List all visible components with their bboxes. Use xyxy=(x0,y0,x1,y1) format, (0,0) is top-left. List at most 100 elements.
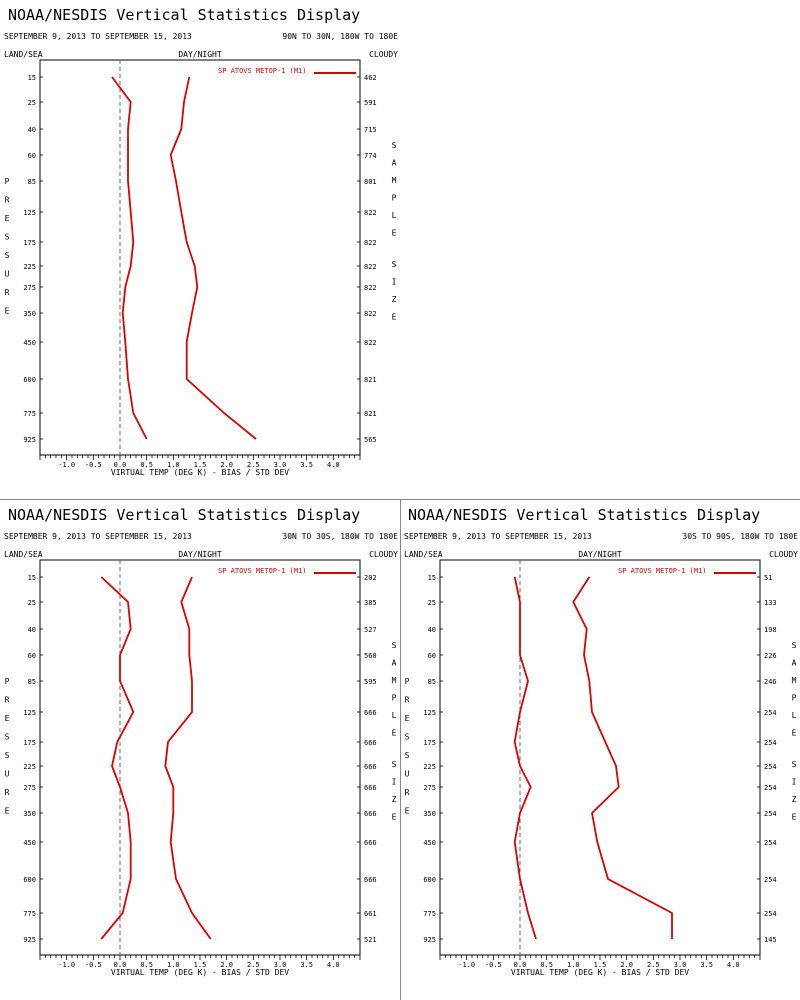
pressure-level-label: 175 xyxy=(423,739,436,747)
panel-30s-90s: NOAA/NESDIS Vertical Statistics Display S… xyxy=(400,500,800,1000)
sample-size-label: 145 xyxy=(764,936,777,944)
sample-size-label: 666 xyxy=(364,709,377,717)
pressure-level-label: 125 xyxy=(23,209,36,217)
pressure-level-label: 450 xyxy=(423,839,436,847)
sample-size-label: 666 xyxy=(364,839,377,847)
pressure-level-label: 25 xyxy=(28,599,36,607)
pressure-level-label: 350 xyxy=(23,310,36,318)
x-tick-label: 0.5 xyxy=(140,461,153,469)
pressure-level-label: 600 xyxy=(423,876,436,884)
pressure-level-label: 225 xyxy=(423,763,436,771)
pressure-axis-letter: S xyxy=(405,733,410,742)
sample-size-axis-letter: M xyxy=(392,176,397,185)
sample-size-label: 774 xyxy=(364,152,377,160)
x-tick-label: 3.5 xyxy=(700,961,713,969)
x-tick-label: 0.0 xyxy=(514,961,527,969)
pressure-level-label: 275 xyxy=(423,784,436,792)
sample-size-label: 527 xyxy=(364,626,377,634)
std-dev-line xyxy=(572,576,673,939)
pressure-level-label: 600 xyxy=(23,376,36,384)
sample-size-axis-letter: Z xyxy=(792,795,797,804)
sample-size-axis-letter: L xyxy=(792,711,797,720)
std-dev-line xyxy=(164,576,212,940)
day-night-label: DAY/NIGHT xyxy=(178,550,222,559)
sample-size-label: 822 xyxy=(364,239,377,247)
pressure-level-label: 40 xyxy=(28,626,36,634)
legend-label: SP ATOVS METOP-1 (M1) xyxy=(618,567,707,575)
pressure-level-label: 925 xyxy=(23,436,36,444)
std-dev-line xyxy=(169,76,257,440)
chart-title: NOAA/NESDIS Vertical Statistics Display xyxy=(408,506,760,524)
cloudy-label: CLOUDY xyxy=(369,550,398,559)
sample-size-label: 51 xyxy=(764,574,772,582)
pressure-level-label: 175 xyxy=(23,239,36,247)
pressure-axis-letter: U xyxy=(5,270,10,279)
bias-line xyxy=(513,576,537,940)
pressure-level-label: 775 xyxy=(23,410,36,418)
x-tick-label: -0.5 xyxy=(85,961,102,969)
region-label: 30S TO 90S, 180W TO 180E xyxy=(682,532,798,541)
sample-size-label: 385 xyxy=(364,599,377,607)
x-tick-label: 1.5 xyxy=(594,961,607,969)
x-tick-label: 0.0 xyxy=(114,461,127,469)
bias-line xyxy=(111,76,148,440)
sample-size-label: 821 xyxy=(364,410,377,418)
sample-size-axis-letter: S xyxy=(792,641,797,650)
sample-size-axis-letter: S xyxy=(392,641,397,650)
x-axis-label: VIRTUAL TEMP (DEG K) - BIAS / STD DEV xyxy=(111,468,289,477)
sample-size-axis-letter: I xyxy=(392,278,397,287)
day-night-label: DAY/NIGHT xyxy=(178,50,222,59)
sample-size-axis-letter: E xyxy=(792,729,797,738)
plot-frame xyxy=(439,559,761,956)
legend-label: SP ATOVS METOP-1 (M1) xyxy=(218,567,307,575)
panel-90n-30n: NOAA/NESDIS Vertical Statistics Display S… xyxy=(0,0,400,500)
sample-size-label: 666 xyxy=(364,876,377,884)
sample-size-label: 133 xyxy=(764,599,777,607)
pressure-axis-letter: E xyxy=(5,714,10,723)
pressure-level-label: 15 xyxy=(428,574,436,582)
pressure-level-label: 450 xyxy=(23,339,36,347)
pressure-level-label: 775 xyxy=(23,910,36,918)
pressure-axis-letter: P xyxy=(5,677,10,686)
pressure-axis-letter: E xyxy=(5,214,10,223)
pressure-axis-letter: E xyxy=(405,807,410,816)
pressure-axis-letter: S xyxy=(5,733,10,742)
pressure-axis-letter: R xyxy=(5,288,10,297)
pressure-level-label: 60 xyxy=(428,652,436,660)
sample-size-label: 715 xyxy=(364,126,377,134)
legend-label: SP ATOVS METOP-1 (M1) xyxy=(218,67,307,75)
pressure-level-label: 60 xyxy=(28,152,36,160)
sample-size-label: 254 xyxy=(764,910,777,918)
sample-size-label: 565 xyxy=(364,436,377,444)
panel-30n-30s: NOAA/NESDIS Vertical Statistics Display S… xyxy=(0,500,400,1000)
land-sea-label: LAND/SEA xyxy=(4,550,43,559)
x-tick-label: 3.0 xyxy=(274,961,287,969)
sample-size-axis-letter: E xyxy=(392,813,397,822)
day-night-label: DAY/NIGHT xyxy=(578,550,622,559)
sample-size-label: 254 xyxy=(764,763,777,771)
sample-size-axis-letter: Z xyxy=(392,295,397,304)
pressure-level-label: 85 xyxy=(28,678,36,686)
region-label: 30N TO 30S, 180W TO 180E xyxy=(282,532,398,541)
x-tick-label: 2.5 xyxy=(247,461,260,469)
pressure-level-label: 225 xyxy=(23,263,36,271)
x-tick-label: 0.5 xyxy=(140,961,153,969)
pressure-axis-letter: E xyxy=(405,714,410,723)
pressure-level-label: 350 xyxy=(23,810,36,818)
chart-90n-30n: NOAA/NESDIS Vertical Statistics Display S… xyxy=(4,6,398,477)
land-sea-label: LAND/SEA xyxy=(404,550,443,559)
sample-size-axis-letter: S xyxy=(392,260,397,269)
sample-size-label: 254 xyxy=(764,784,777,792)
pressure-axis-letter: P xyxy=(5,177,10,186)
x-tick-label: 0.0 xyxy=(114,961,127,969)
sample-size-axis-letter: I xyxy=(792,778,797,787)
x-tick-label: 1.0 xyxy=(167,461,180,469)
pressure-level-label: 925 xyxy=(423,936,436,944)
x-tick-label: 3.0 xyxy=(274,461,287,469)
sample-size-axis-letter: Z xyxy=(392,795,397,804)
sample-size-label: 254 xyxy=(764,810,777,818)
sample-size-label: 560 xyxy=(364,652,377,660)
pressure-level-label: 125 xyxy=(23,709,36,717)
sample-size-label: 666 xyxy=(364,810,377,818)
sample-size-label: 254 xyxy=(764,709,777,717)
